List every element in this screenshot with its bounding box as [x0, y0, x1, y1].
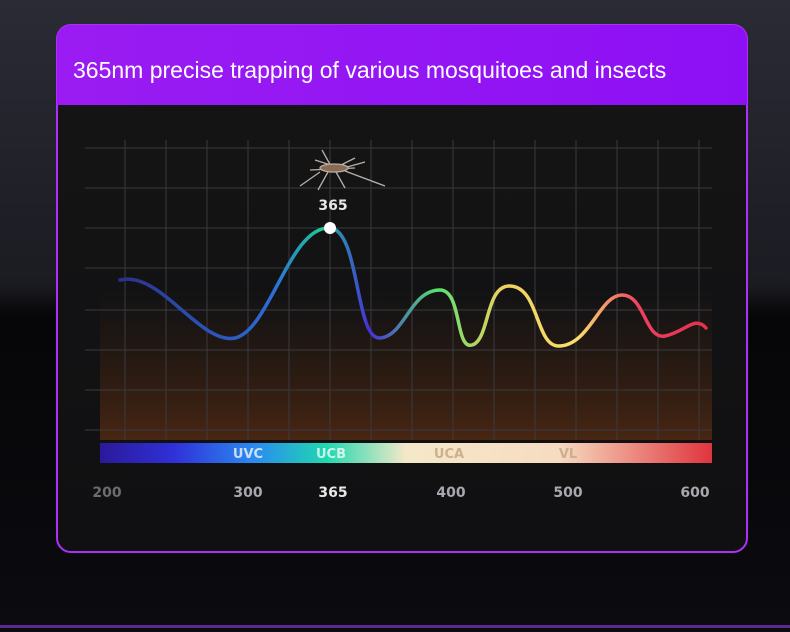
axis-label: 365 — [318, 485, 347, 501]
peak-label: 365 — [318, 198, 347, 214]
floor-glow — [0, 625, 790, 628]
grid — [85, 140, 712, 440]
glow — [100, 290, 712, 440]
axis-label: 400 — [436, 485, 465, 501]
band-label: UCB — [316, 447, 346, 462]
mosquito-icon — [299, 149, 386, 191]
title: 365nm precise trapping of various mosqui… — [73, 57, 666, 83]
band-label: VL — [559, 447, 577, 462]
spectrum-bar — [100, 443, 712, 463]
axis-label: 300 — [233, 485, 262, 501]
axis-label: 500 — [553, 485, 582, 501]
peak-dot — [324, 222, 336, 234]
band-label: UCA — [434, 447, 464, 462]
header — [57, 25, 747, 105]
spectrum-curve — [118, 226, 708, 348]
band-label: UVC — [233, 447, 263, 462]
axis-label: 200 — [92, 485, 121, 501]
axis-label: 600 — [680, 485, 709, 501]
